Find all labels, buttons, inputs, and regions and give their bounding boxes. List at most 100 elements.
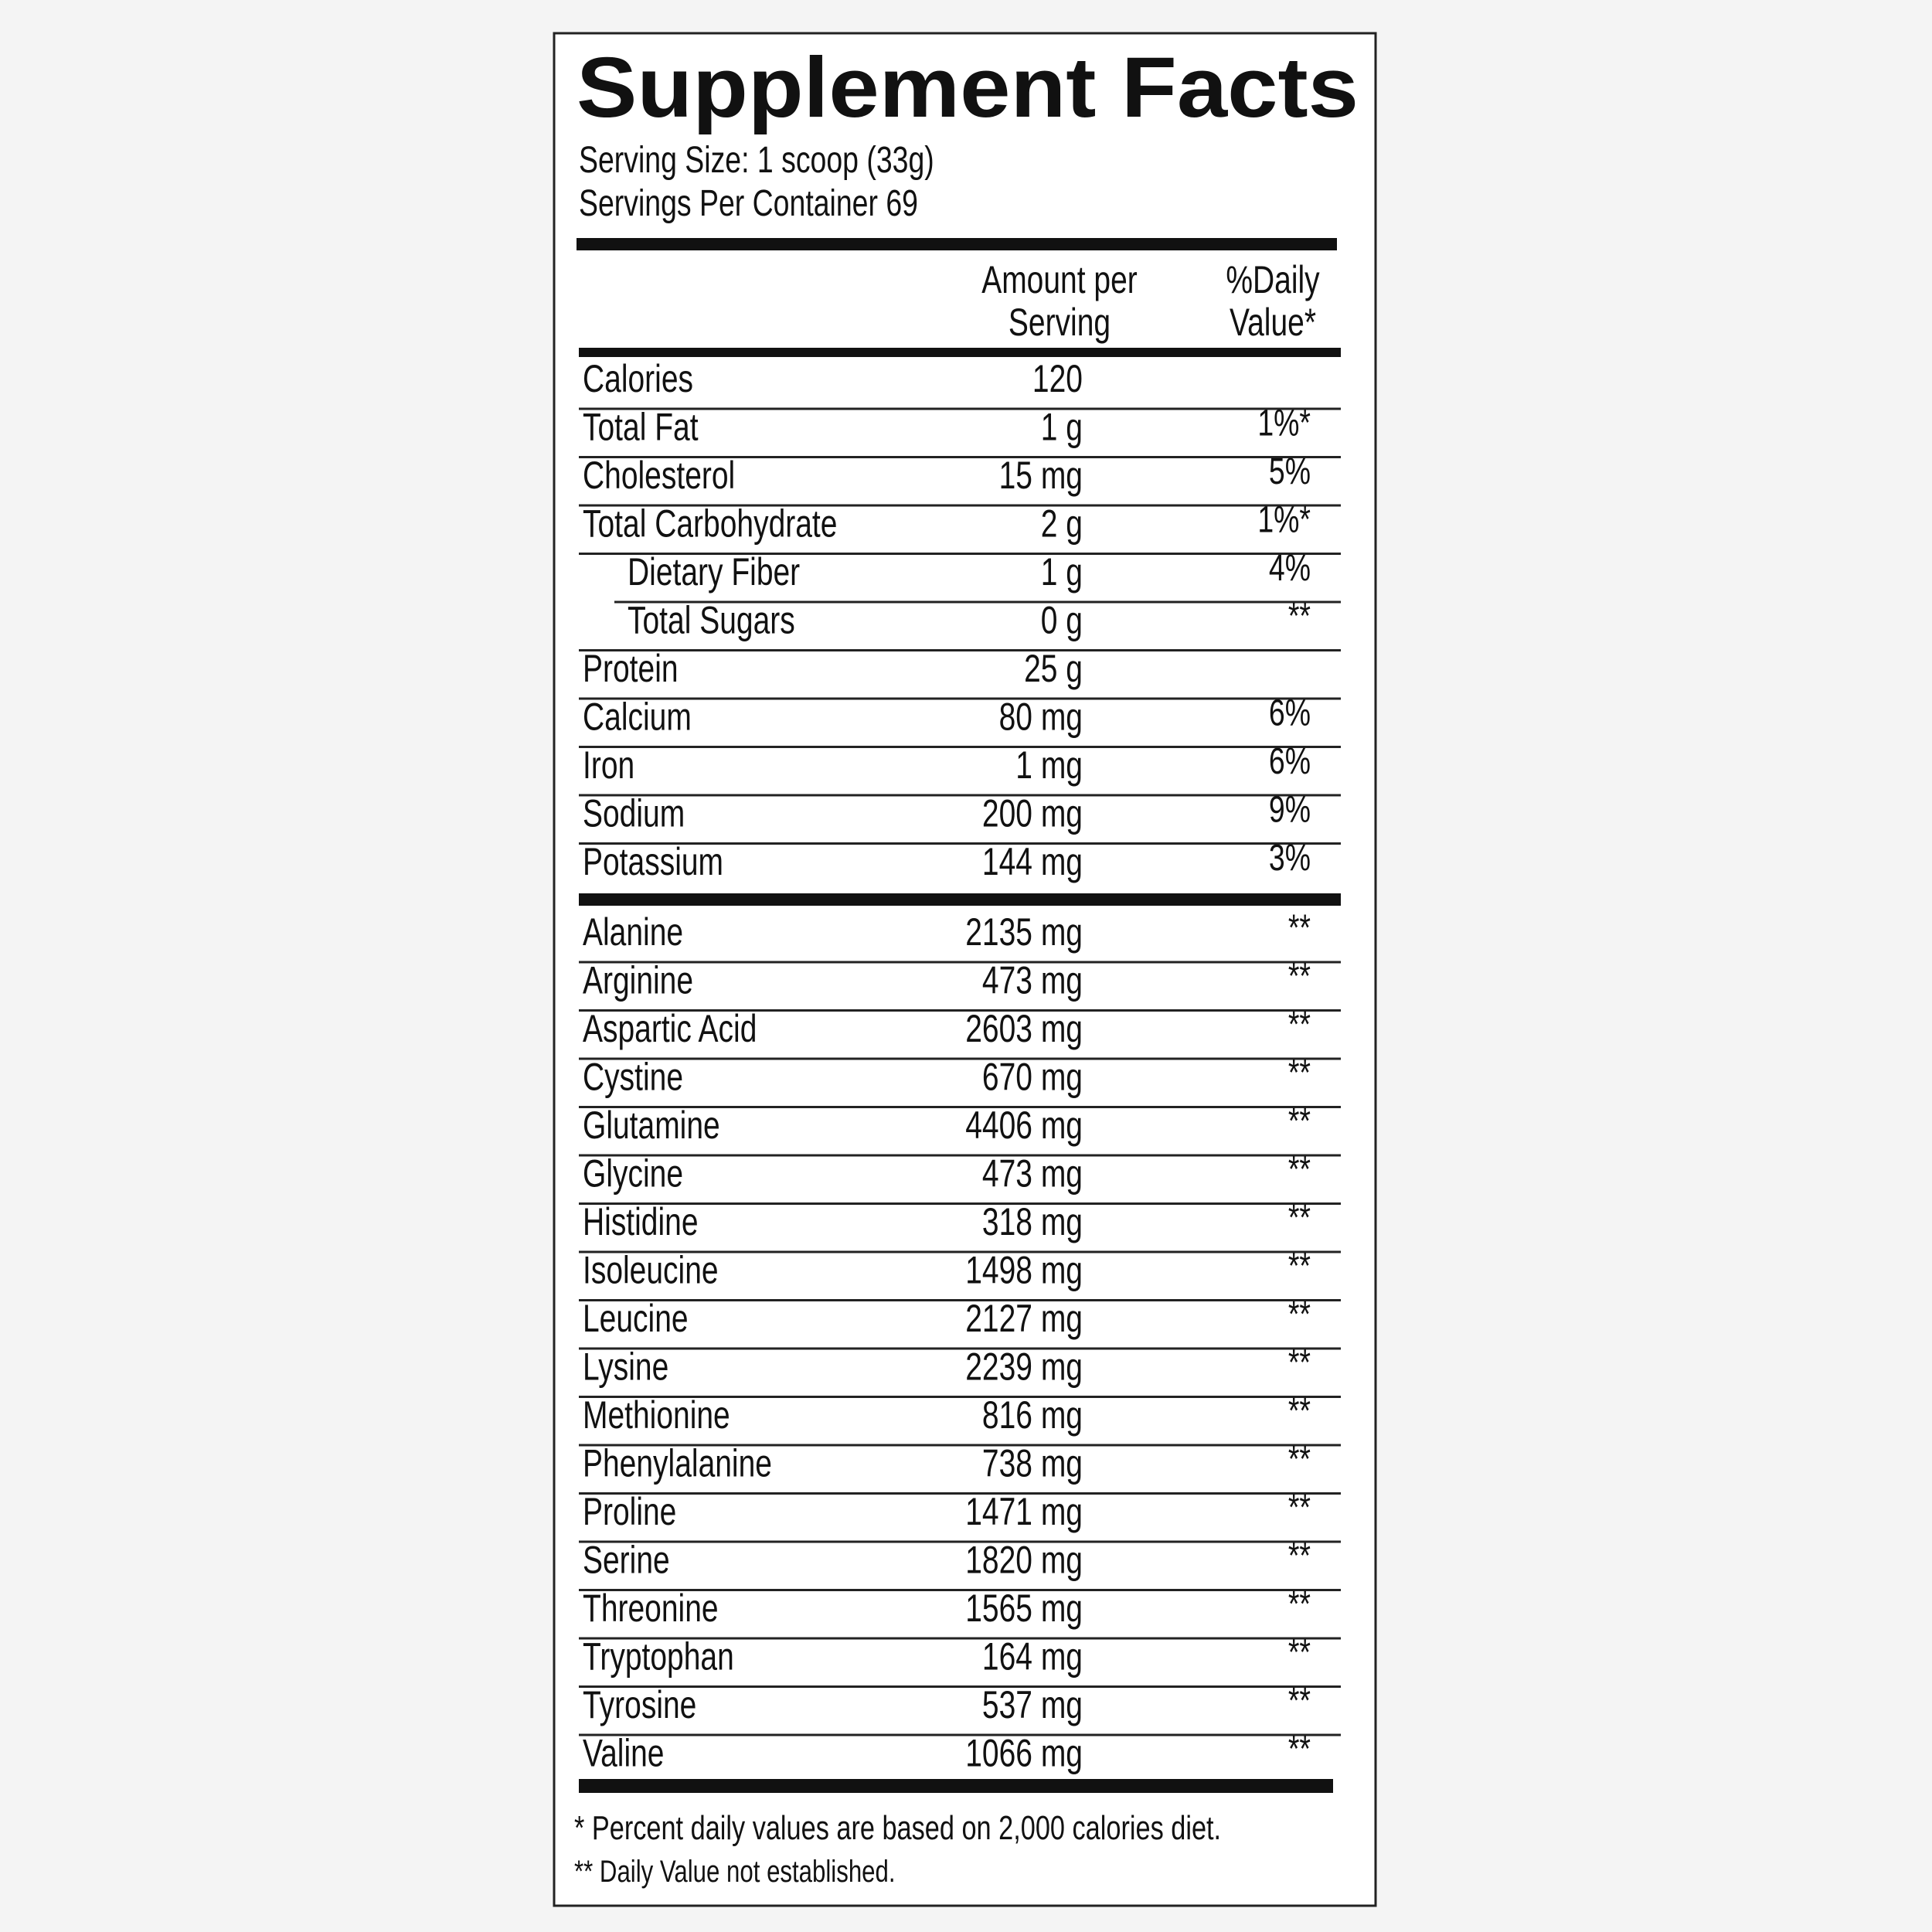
nutrient-name: Threonine: [583, 1586, 719, 1630]
nutrient-name: Glycine: [583, 1151, 683, 1196]
serving-size: Serving Size: 1 scoop (33g): [579, 140, 934, 182]
nutrient-name: Potassium: [583, 839, 723, 883]
daily-value: 6%: [1269, 741, 1311, 783]
daily-value: 1%*: [1257, 499, 1311, 541]
daily-value: **: [1288, 956, 1311, 998]
amount: 2135 mg: [965, 910, 1083, 954]
nutrient-name: Serine: [583, 1538, 670, 1582]
daily-value: 6%: [1269, 692, 1311, 734]
amount: 80 mg: [999, 695, 1083, 739]
daily-value: **: [1288, 1681, 1311, 1723]
amount: 1 g: [1041, 549, 1083, 594]
nutrient-name: Leucine: [583, 1296, 689, 1340]
servings-per-container: Servings Per Container 69: [579, 183, 918, 225]
nutrient-name: Calories: [583, 356, 693, 400]
daily-value: **: [1288, 1439, 1311, 1481]
daily-value: 9%: [1269, 789, 1311, 831]
amount: 473 mg: [982, 958, 1083, 1002]
daily-value: **: [1288, 1246, 1311, 1287]
column-header: Amount per: [981, 257, 1138, 301]
amount: 0 g: [1041, 598, 1083, 642]
amount: 144 mg: [982, 839, 1083, 883]
nutrient-name: Methionine: [583, 1393, 730, 1437]
daily-value: **: [1288, 1198, 1311, 1240]
amount: 318 mg: [982, 1199, 1083, 1243]
amount: 2 g: [1041, 502, 1083, 546]
amount: 1471 mg: [965, 1489, 1083, 1533]
footnote: ** Daily Value not established.: [574, 1854, 896, 1889]
daily-value: 5%: [1269, 451, 1311, 493]
column-header: %Daily: [1226, 257, 1320, 301]
title: Supplement Facts: [577, 40, 1359, 135]
nutrient-name: Total Sugars: [628, 598, 795, 642]
nutrient-name: Protein: [583, 646, 679, 690]
amount: 1 mg: [1015, 743, 1083, 787]
amount: 164 mg: [982, 1634, 1083, 1679]
amount: 15 mg: [999, 453, 1083, 497]
nutrient-name: Proline: [583, 1489, 676, 1533]
daily-value: **: [1288, 1149, 1311, 1191]
nutrient-name: Aspartic Acid: [583, 1006, 757, 1050]
nutrient-name: Cystine: [583, 1055, 683, 1099]
daily-value: **: [1288, 1294, 1311, 1336]
daily-value: **: [1288, 1053, 1311, 1094]
daily-value: 4%: [1269, 548, 1311, 590]
daily-value: **: [1288, 1729, 1311, 1770]
nutrient-name: Valine: [583, 1731, 665, 1775]
amount: 4406 mg: [965, 1103, 1083, 1147]
daily-value: **: [1288, 1005, 1311, 1046]
nutrient-name: Phenylalanine: [583, 1441, 772, 1485]
amount: 670 mg: [982, 1055, 1083, 1099]
nutrient-name: Arginine: [583, 958, 693, 1002]
daily-value: 3%: [1269, 838, 1311, 879]
thick-rule: [577, 238, 1337, 250]
amount: 1 g: [1041, 405, 1083, 449]
thick-rule: [579, 348, 1341, 357]
nutrient-name: Tryptophan: [583, 1634, 734, 1679]
daily-value: **: [1288, 1632, 1311, 1674]
column-header: Value*: [1230, 300, 1316, 344]
daily-value: **: [1288, 1584, 1311, 1626]
footnote: * Percent daily values are based on 2,00…: [574, 1809, 1221, 1847]
amount: 1820 mg: [965, 1538, 1083, 1582]
nutrient-name: Sodium: [583, 791, 685, 835]
nutrient-name: Calcium: [583, 695, 692, 739]
nutrient-name: Tyrosine: [583, 1682, 696, 1726]
amount: 2239 mg: [965, 1345, 1083, 1389]
daily-value: 1%*: [1257, 403, 1311, 444]
nutrient-name: Alanine: [583, 910, 683, 954]
column-header: Serving: [1009, 300, 1111, 344]
amount: 1498 mg: [965, 1248, 1083, 1292]
daily-value: **: [1288, 908, 1311, 950]
daily-value: **: [1288, 1536, 1311, 1577]
nutrient-name: Isoleucine: [583, 1248, 719, 1292]
amount: 2603 mg: [965, 1006, 1083, 1050]
nutrient-name: Glutamine: [583, 1103, 720, 1147]
amount: 738 mg: [982, 1441, 1083, 1485]
amount: 25 g: [1024, 646, 1083, 690]
daily-value: **: [1288, 596, 1311, 638]
amount: 120: [1032, 356, 1083, 400]
amount: 473 mg: [982, 1151, 1083, 1196]
thick-rule: [579, 893, 1341, 906]
amount: 1565 mg: [965, 1586, 1083, 1630]
amount: 2127 mg: [965, 1296, 1083, 1340]
label-border: [553, 32, 1377, 1907]
thick-rule: [579, 1779, 1333, 1793]
amount: 816 mg: [982, 1393, 1083, 1437]
nutrient-name: Iron: [583, 743, 634, 787]
nutrient-name: Histidine: [583, 1199, 699, 1243]
amount: 1066 mg: [965, 1731, 1083, 1775]
daily-value: **: [1288, 1101, 1311, 1143]
daily-value: **: [1288, 1391, 1311, 1433]
amount: 200 mg: [982, 791, 1083, 835]
nutrient-name: Total Fat: [583, 405, 699, 449]
nutrient-name: Total Carbohydrate: [583, 502, 837, 546]
daily-value: **: [1288, 1488, 1311, 1529]
daily-value: **: [1288, 1342, 1311, 1384]
nutrient-name: Cholesterol: [583, 453, 735, 497]
nutrient-name: Lysine: [583, 1345, 668, 1389]
nutrient-name: Dietary Fiber: [628, 549, 800, 594]
